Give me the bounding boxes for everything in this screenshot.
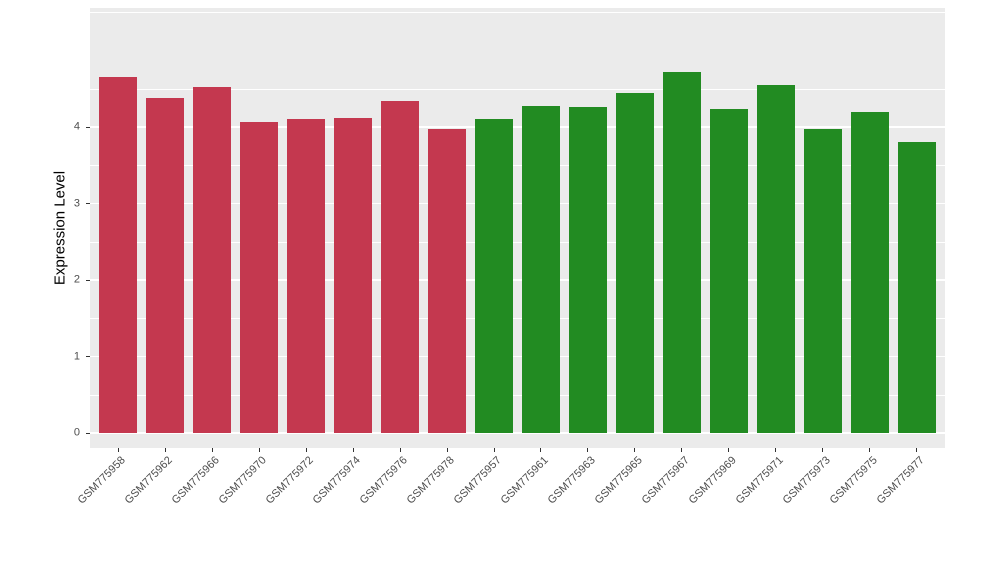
x-tick: [164, 448, 166, 452]
bar-GSM775965: [615, 93, 654, 433]
bar-GSM775957: [475, 118, 513, 433]
bar-GSM775962: [146, 97, 185, 433]
x-tick: [305, 448, 307, 452]
plot-panel: [90, 8, 945, 448]
bar-GSM775969: [709, 108, 748, 433]
bar-GSM775976: [381, 100, 420, 433]
gridline-minor: [90, 12, 945, 13]
gridline-major: [90, 126, 945, 128]
bar-GSM775970: [240, 121, 279, 433]
y-axis-title: Expression Level: [51, 170, 69, 286]
gridline-minor: [90, 88, 945, 90]
bar-GSM775973: [803, 128, 842, 433]
x-tick: [540, 448, 542, 452]
bar-GSM775958: [99, 77, 138, 433]
x-tick: [587, 448, 589, 452]
x-tick: [117, 448, 119, 452]
gridline-minor: [90, 165, 945, 166]
gridline-major: [90, 432, 945, 434]
y-tick-label: 4: [73, 120, 80, 133]
x-tick: [728, 448, 730, 452]
bar-GSM775971: [756, 84, 795, 433]
gridline-major: [90, 355, 945, 358]
y-tick: [85, 203, 90, 204]
y-tick-label: 3: [73, 197, 80, 209]
y-tick: [85, 432, 90, 434]
bar-GSM775978: [428, 128, 467, 433]
bar-GSM775961: [521, 105, 560, 433]
y-tick-label: 0: [73, 426, 80, 439]
x-tick: [493, 448, 495, 452]
bar-GSM775975: [850, 112, 889, 433]
bar-GSM775972: [287, 119, 326, 433]
x-tick: [869, 448, 871, 452]
bar-GSM775963: [568, 107, 607, 433]
x-tick: [634, 448, 636, 452]
x-tick: [446, 448, 448, 452]
gridline-minor: [90, 394, 945, 396]
gridline-major: [90, 202, 945, 205]
bar-GSM775966: [193, 87, 232, 433]
y-tick-label: 2: [73, 273, 80, 286]
x-tick: [399, 448, 401, 452]
x-tick: [681, 448, 683, 452]
x-tick: [258, 448, 260, 452]
x-tick: [916, 448, 918, 452]
y-tick: [85, 356, 90, 357]
gridline-minor: [90, 318, 945, 319]
x-tick: [211, 448, 213, 452]
x-tick: [352, 448, 354, 452]
gridline-major: [90, 279, 945, 281]
y-tick-label: 1: [73, 350, 80, 362]
gridline-minor: [90, 241, 945, 243]
y-tick: [85, 279, 90, 281]
x-tick: [775, 448, 777, 452]
bar-GSM775967: [662, 71, 701, 433]
y-tick: [85, 126, 90, 128]
bar-GSM775977: [897, 141, 936, 433]
x-tick: [822, 448, 824, 452]
bar-GSM775974: [334, 117, 373, 433]
